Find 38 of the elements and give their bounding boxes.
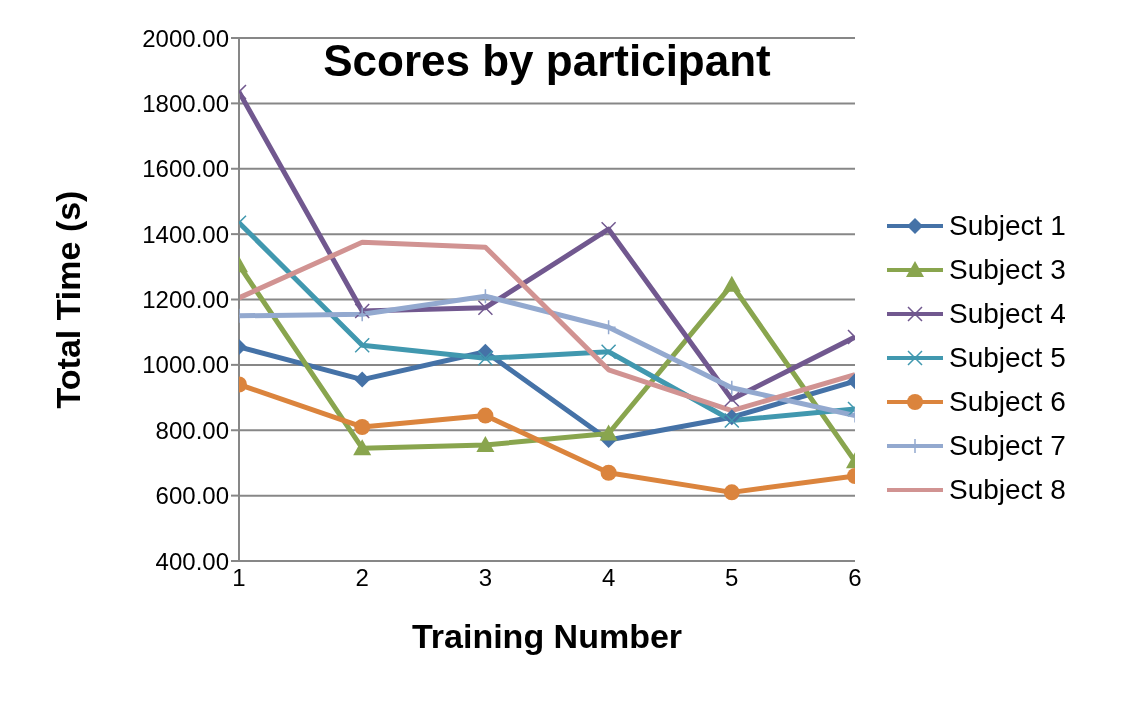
legend-label: Subject 6	[949, 386, 1066, 418]
point	[600, 344, 617, 360]
y-tick-label: 1600.00	[142, 155, 229, 183]
x-tick-label: 3	[478, 564, 493, 592]
x-tick-label: 2	[355, 564, 369, 592]
legend-label: Subject 3	[949, 254, 1066, 286]
point	[476, 435, 495, 452]
point	[477, 407, 494, 424]
point	[477, 350, 494, 367]
x-tick-label: 6	[848, 564, 862, 592]
y-tick-label: 600.00	[155, 482, 229, 510]
y-tick-label: 1000.00	[142, 351, 229, 379]
legend-label: Subject 5	[949, 342, 1066, 374]
x-tick-label: 5	[725, 564, 739, 592]
point	[600, 464, 617, 481]
x-axis-title: Training Number	[411, 617, 683, 655]
y-tick-label: 400.00	[155, 547, 229, 575]
legend-label: Subject 4	[949, 298, 1066, 330]
y-tick-label: 1400.00	[142, 220, 229, 248]
point	[353, 439, 372, 456]
point	[354, 418, 371, 435]
y-tick-label: 800.00	[155, 416, 229, 444]
point	[477, 299, 494, 316]
y-axis-title: Total Time (s)	[49, 190, 88, 409]
y-tick-label: 1800.00	[142, 89, 229, 117]
point	[722, 275, 741, 292]
legend-label: Subject 7	[949, 430, 1066, 462]
point	[723, 484, 740, 501]
point	[599, 424, 618, 441]
legend-label: Subject 1	[949, 210, 1066, 242]
y-tick-label: 2000.00	[142, 24, 229, 52]
point	[354, 371, 371, 388]
y-tick-label: 1200.00	[142, 286, 229, 314]
x-tick-label: 4	[601, 564, 616, 592]
legend-label: Subject 8	[949, 474, 1066, 506]
point	[600, 221, 617, 237]
x-tick-label: 1	[232, 564, 246, 592]
chart-title: Scores by participant	[322, 36, 772, 86]
